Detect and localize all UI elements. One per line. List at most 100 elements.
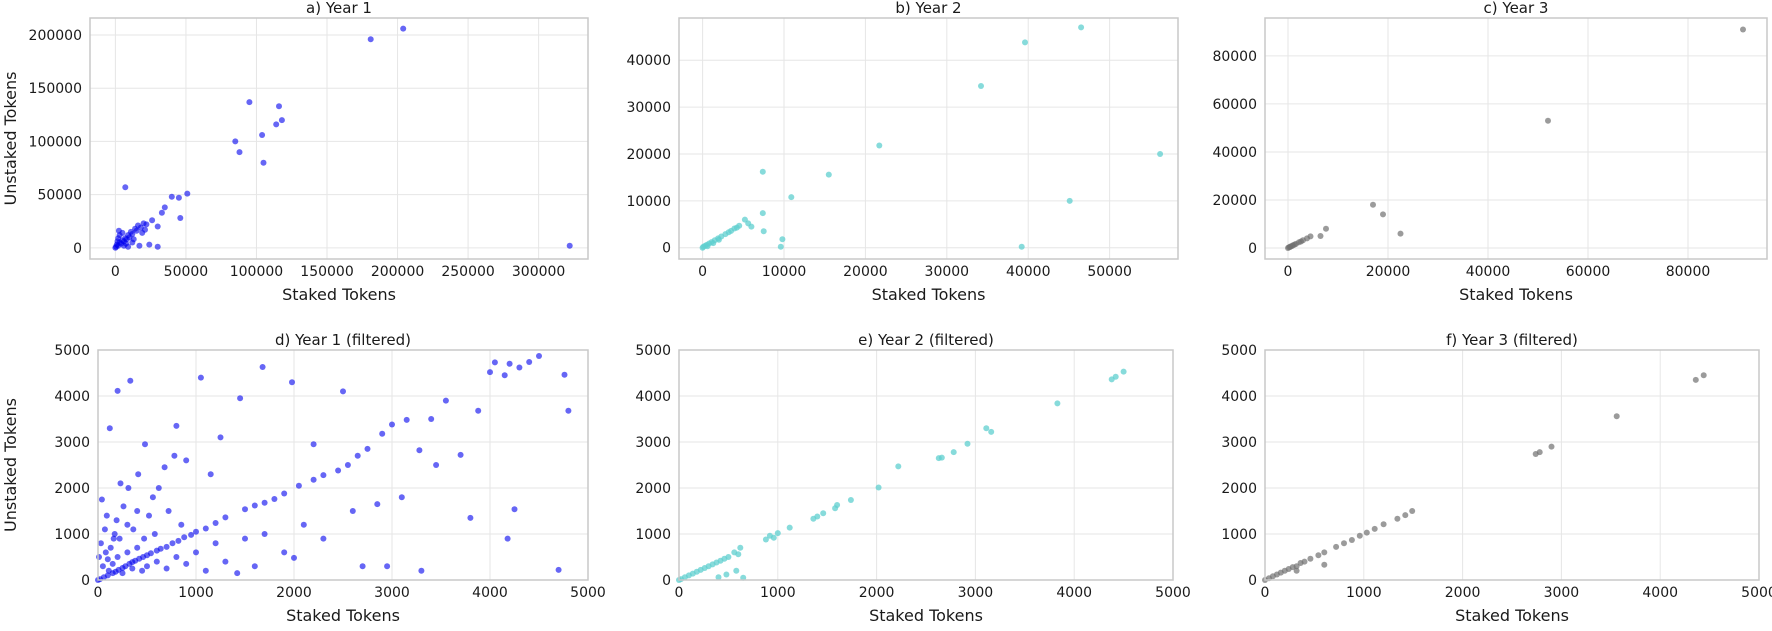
y-tick-label: 1000	[635, 527, 671, 543]
x-tick-label: 1000	[1346, 585, 1382, 601]
chart-panel-3: 0 20000 40000 60000 80000 0 20000 40000 60000 800…	[1212, 0, 1768, 304]
data-point	[1394, 515, 1401, 522]
x-tick-label: 5000	[570, 585, 606, 601]
data-point	[1532, 451, 1539, 457]
y-tick-label: 1000	[1221, 527, 1257, 543]
x-tick-label: 0	[1261, 585, 1270, 601]
x-tick-label: 300000	[512, 264, 565, 280]
data-point	[759, 210, 766, 217]
y-tick-label: 50000	[37, 188, 82, 204]
data-point	[141, 535, 148, 542]
data-point	[310, 441, 317, 448]
data-point	[1545, 117, 1551, 124]
data-point	[119, 570, 126, 577]
data-point	[171, 452, 178, 459]
data-point	[506, 360, 513, 367]
y-tick-label: 80000	[1212, 49, 1257, 65]
data-point	[184, 190, 191, 197]
data-point	[123, 240, 129, 247]
chart-panel-4: 0 1000 2000 3000 4000 5000 0 1000 2000 3000 4000 50…	[1, 331, 606, 625]
y-tick-label: 3000	[54, 435, 90, 451]
data-point	[1740, 26, 1746, 33]
data-point	[379, 430, 386, 437]
x-tick-label: 5000	[1741, 585, 1772, 601]
y-tick-label: 60000	[1212, 97, 1257, 113]
data-point	[113, 517, 120, 524]
data-point	[173, 422, 180, 429]
data-point	[467, 514, 474, 521]
y-tick-label: 2000	[54, 481, 90, 497]
data-point	[97, 540, 104, 547]
data-point	[149, 494, 156, 501]
y-tick-label: 5000	[635, 343, 671, 359]
data-point	[428, 416, 435, 422]
data-point	[418, 567, 425, 574]
data-point	[760, 228, 767, 235]
data-point	[114, 387, 121, 394]
data-point	[733, 567, 740, 574]
y-tick-label: 10000	[626, 194, 671, 210]
data-point	[291, 554, 297, 561]
data-point	[491, 359, 498, 366]
data-point	[1356, 532, 1363, 539]
data-point	[146, 241, 153, 248]
x-axis-label: Staked Tokens	[282, 285, 396, 304]
data-point	[161, 464, 168, 471]
data-point	[876, 142, 883, 149]
data-point	[565, 407, 572, 414]
data-point	[144, 563, 150, 570]
x-tick-label: 2000	[276, 585, 312, 601]
data-point	[1409, 508, 1416, 514]
data-point	[149, 217, 156, 224]
data-point	[745, 220, 752, 227]
data-point	[112, 244, 119, 251]
data-point	[733, 224, 740, 231]
plot-frame	[678, 17, 1179, 260]
x-tick-label: 4000	[472, 585, 508, 601]
data-point	[1108, 376, 1115, 383]
y-tick-label: 4000	[1221, 389, 1257, 405]
data-point	[777, 243, 784, 250]
data-point	[246, 99, 253, 106]
y-tick-label: 0	[662, 241, 671, 257]
y-tick-label: 2000	[635, 481, 671, 497]
data-point	[259, 132, 266, 138]
data-point	[501, 372, 508, 379]
data-point	[251, 502, 258, 509]
x-tick-label: 20000	[1366, 264, 1411, 280]
data-point	[188, 531, 195, 538]
data-point	[300, 521, 307, 528]
data-point	[107, 544, 114, 551]
data-point	[1323, 225, 1329, 232]
x-tick-label: 5000	[1155, 585, 1191, 601]
data-point	[104, 556, 111, 563]
data-point	[116, 535, 123, 542]
data-point	[165, 508, 172, 514]
x-tick-label: 4000	[1056, 585, 1092, 601]
data-point	[1363, 529, 1370, 536]
x-tick-label: 80000	[1666, 264, 1711, 280]
x-axis-label: Staked Tokens	[1459, 285, 1573, 304]
data-point	[820, 510, 827, 517]
data-point	[320, 535, 327, 542]
data-point	[699, 244, 706, 251]
data-point	[561, 371, 568, 378]
data-point	[236, 149, 243, 156]
data-point	[139, 567, 146, 574]
data-point	[132, 225, 139, 232]
x-tick-label: 0	[1284, 264, 1293, 280]
data-point	[1321, 561, 1328, 568]
x-tick-label: 4000	[1642, 585, 1678, 601]
data-point	[158, 209, 165, 216]
data-point	[103, 512, 110, 519]
data-point	[1157, 151, 1164, 157]
x-tick-label: 0	[698, 264, 707, 280]
x-tick-label: 60000	[1566, 264, 1611, 280]
data-point	[1333, 543, 1340, 550]
data-point	[242, 506, 248, 513]
data-point	[340, 388, 346, 395]
plot-frame	[1264, 17, 1768, 260]
data-point	[237, 395, 244, 402]
data-point	[442, 397, 449, 404]
data-point	[130, 236, 137, 243]
